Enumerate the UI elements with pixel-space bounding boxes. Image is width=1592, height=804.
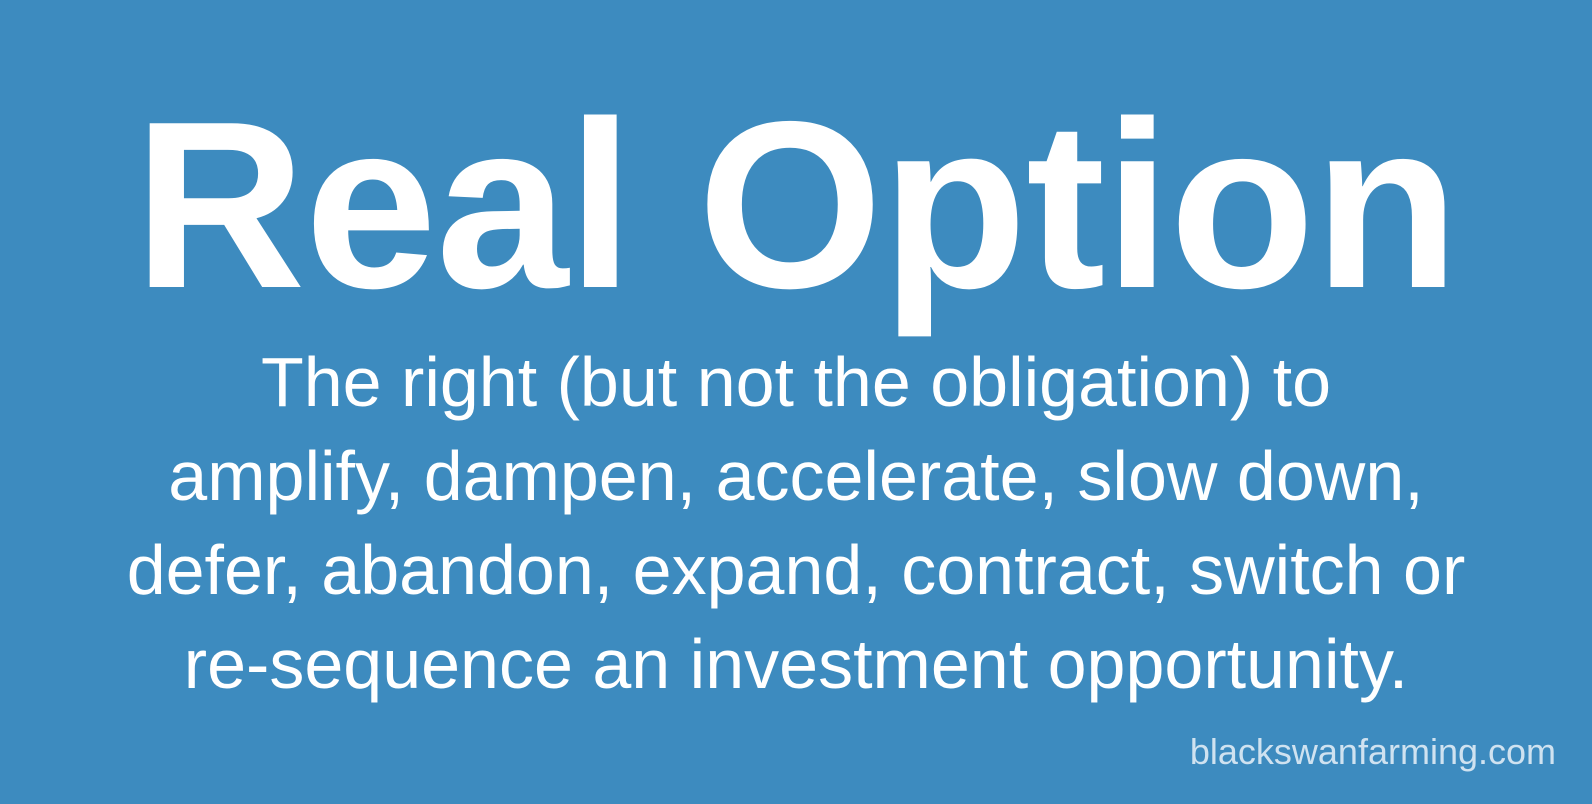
definition-line-4: re-sequence an investment opportunity. — [183, 625, 1409, 703]
definition-line-3: defer, abandon, expand, contract, switch… — [126, 531, 1466, 609]
definition-line-2: amplify, dampen, accelerate, slow down, — [168, 437, 1424, 515]
definition-text: The right (but not the obligation) to am… — [0, 335, 1592, 711]
source-watermark: blackswanfarming.com — [1189, 731, 1556, 772]
slide-title: Real Option — [133, 73, 1460, 338]
definition-line-1: The right (but not the obligation) to — [260, 343, 1332, 421]
